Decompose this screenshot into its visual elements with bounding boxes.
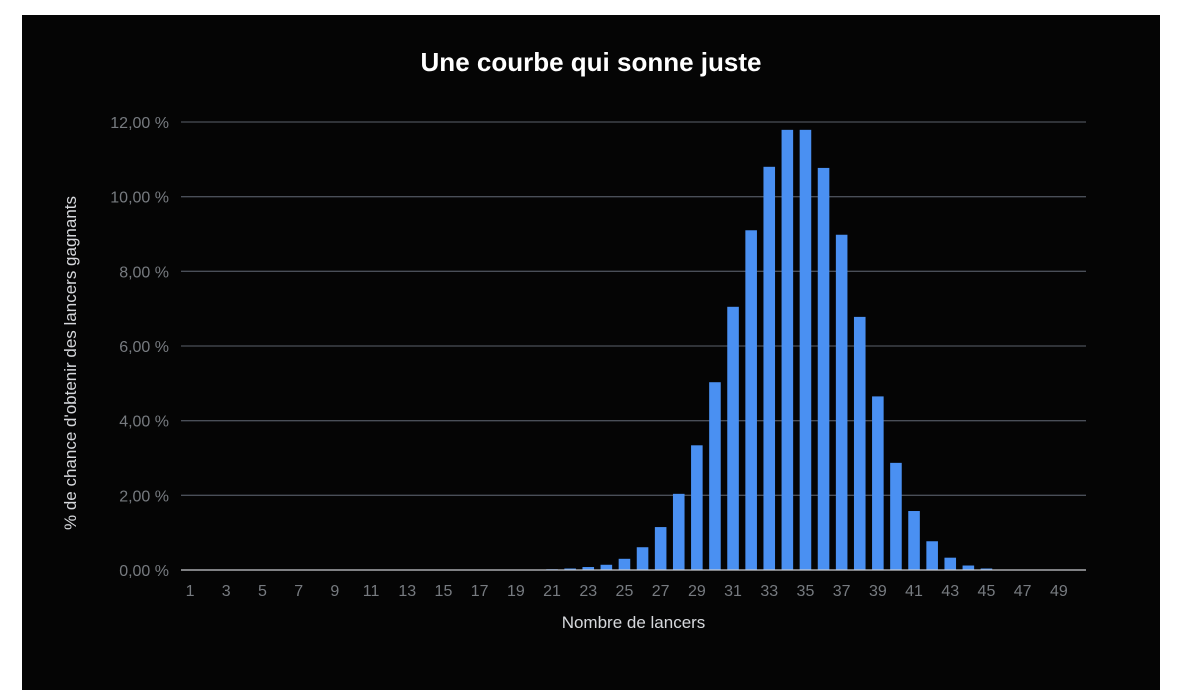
x-tick-label: 7	[294, 583, 303, 600]
x-tick-label: 45	[978, 583, 996, 600]
x-tick-label: 21	[543, 583, 561, 600]
x-tick-label: 5	[258, 583, 267, 600]
x-tick-label: 9	[330, 583, 339, 600]
bar	[564, 568, 576, 570]
bar	[781, 129, 794, 570]
y-tick-label: 2,00 %	[119, 488, 169, 505]
bar	[709, 382, 721, 570]
x-axis-label: Nombre de lancers	[562, 613, 706, 632]
x-tick-label: 29	[688, 583, 706, 600]
bar	[672, 493, 685, 570]
bar	[745, 230, 757, 570]
x-tick-label: 11	[363, 583, 380, 600]
x-tick-label: 17	[471, 583, 489, 600]
bars	[528, 129, 1011, 571]
bar	[799, 129, 812, 570]
x-tick-label: 49	[1050, 583, 1068, 600]
y-tick-label: 8,00 %	[119, 264, 169, 281]
bar	[944, 557, 957, 570]
bar-chart: 0,00 % 2,00 % 4,00 % 6,00 % 8,00 % 10,00 % 12,…	[61, 115, 1086, 632]
bar	[727, 306, 739, 570]
bar	[853, 316, 866, 570]
bar	[872, 396, 884, 570]
y-tick-label: 4,00 %	[119, 414, 169, 431]
bar	[600, 564, 613, 570]
bar	[890, 462, 902, 570]
bar	[654, 527, 667, 570]
y-tick-label: 0,00 %	[119, 563, 169, 580]
bar	[763, 166, 776, 571]
x-tick-label: 25	[616, 583, 634, 600]
x-tick-label: 13	[398, 583, 416, 600]
bar	[636, 547, 649, 570]
y-tick-label: 6,00 %	[119, 339, 169, 356]
bar	[691, 445, 703, 570]
gridlines	[181, 121, 1086, 496]
x-tick-label: 47	[1014, 583, 1032, 600]
x-tick-label: 1	[186, 583, 195, 600]
y-axis-label: % de chance d'obtenir des lancers gagnan…	[61, 196, 80, 530]
x-tick-label: 33	[760, 583, 778, 600]
bar	[962, 565, 975, 570]
x-tick-label: 19	[507, 583, 525, 600]
x-tick-label: 15	[435, 583, 453, 600]
x-tick-label: 31	[724, 583, 742, 600]
bar	[926, 541, 938, 570]
bar	[618, 558, 631, 570]
bar	[817, 167, 830, 571]
x-tick-label: 3	[222, 583, 231, 600]
bar	[908, 511, 920, 570]
x-tick-label: 41	[905, 583, 923, 600]
y-tick-label: 10,00 %	[110, 190, 169, 207]
x-tick-label: 43	[941, 583, 959, 600]
axes: 0,00 % 2,00 % 4,00 % 6,00 % 8,00 % 10,00 % 12,…	[110, 115, 1086, 600]
x-tick-label: 37	[833, 583, 851, 600]
x-tick-label: 23	[579, 583, 597, 600]
chart-panel: Une courbe qui sonne juste 0,00 % 2,00 % 4…	[22, 15, 1160, 690]
bar	[582, 567, 595, 570]
x-tick-label: 39	[869, 583, 887, 600]
bar	[980, 568, 993, 570]
y-tick-label: 12,00 %	[110, 115, 169, 132]
x-tick-label: 27	[652, 583, 670, 600]
x-tick-label: 35	[797, 583, 815, 600]
bar	[835, 234, 848, 570]
chart-title: Une courbe qui sonne juste	[420, 47, 762, 77]
